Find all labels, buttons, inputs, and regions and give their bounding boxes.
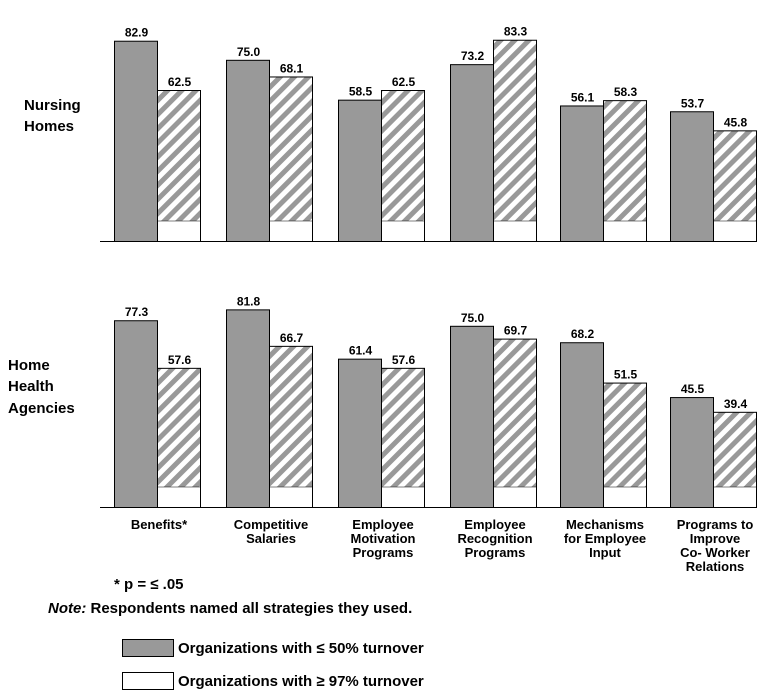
- bar-value-label: 66.7: [280, 331, 304, 345]
- note-prefix: Note:: [48, 600, 87, 617]
- bar-value-label: 57.6: [392, 353, 416, 367]
- bar-chart: Nursing Homes 82.9 75.0 58.5 73.2 56.1 53.7 62.5…: [8, 25, 757, 574]
- bar-high-turnover-0: [157, 367, 201, 509]
- bar-high-turnover-1: [269, 76, 313, 242]
- bar-base-band-2: [382, 221, 424, 241]
- bar-base-band-1: [270, 487, 312, 507]
- bar-value-label: 56.1: [571, 90, 595, 104]
- bar-value-label: 81.8: [237, 294, 261, 308]
- panel-0: Nursing Homes 82.9 75.0 58.5 73.2 56.1 53.7 62.5…: [24, 25, 757, 243]
- bar-value-label: 83.3: [504, 25, 528, 39]
- note-text: Respondents named all strategies they us…: [86, 600, 413, 617]
- bar-value-label: 45.5: [681, 382, 705, 396]
- bar-value-label: 57.6: [168, 353, 192, 367]
- legend-item-high-turnover: Organizations with ≥ 97% turnover: [122, 671, 424, 691]
- bar-value-label: 73.2: [461, 49, 485, 63]
- bar-low-turnover-4: [560, 105, 604, 242]
- bar-high-turnover-3: [493, 39, 537, 242]
- respondents-note: Note: Respondents named all strategies t…: [48, 600, 412, 617]
- bar-base-band-4: [604, 487, 646, 507]
- legend-label: Organizations with ≤ 50% turnover: [178, 639, 424, 657]
- bar-low-turnover-2: [338, 358, 382, 508]
- bar-value-label: 69.7: [504, 324, 528, 338]
- bar-value-label: 45.8: [724, 115, 748, 129]
- bar-base-band-4: [604, 221, 646, 241]
- bar-base-band-3: [494, 221, 536, 241]
- bar-value-label: 53.7: [681, 96, 705, 110]
- legend-swatch-gray: [122, 639, 174, 657]
- bar-value-label: 58.5: [349, 85, 373, 99]
- panel-1: Home Health Agencies 77.3 81.8 61.4 75.0 68.2 45…: [8, 294, 757, 509]
- bar-low-turnover-3: [450, 64, 494, 242]
- category-label-4: Mechanisms for Employee Input: [564, 517, 646, 560]
- bar-low-turnover-4: [560, 342, 604, 508]
- footnote-text: p = ≤ .05: [124, 576, 184, 593]
- bar-low-turnover-1: [226, 309, 270, 508]
- bar-low-turnover-2: [338, 99, 382, 242]
- legend-item-low-turnover: Organizations with ≤ 50% turnover: [122, 638, 424, 658]
- bar-base-band-0: [158, 487, 200, 507]
- bar-high-turnover-0: [157, 90, 201, 242]
- bar-value-label: 62.5: [168, 75, 192, 89]
- bar-low-turnover-5: [670, 397, 714, 508]
- category-label-1: Competitive Salaries: [234, 517, 308, 546]
- bar-low-turnover-5: [670, 111, 714, 242]
- footnote-symbol: *: [114, 576, 120, 593]
- bar-low-turnover-0: [114, 40, 158, 243]
- panel-label: Home Health Agencies: [8, 357, 75, 417]
- bar-high-turnover-4: [603, 100, 647, 242]
- bar-high-turnover-2: [381, 90, 425, 242]
- bar-value-label: 75.0: [461, 311, 485, 325]
- bar-low-turnover-3: [450, 325, 494, 508]
- bar-value-label: 51.5: [614, 368, 638, 382]
- bar-value-label: 39.4: [724, 397, 748, 411]
- bar-base-band-1: [270, 221, 312, 241]
- bar-base-band-2: [382, 487, 424, 507]
- bar-value-label: 82.9: [125, 26, 149, 40]
- bar-value-label: 68.1: [280, 61, 304, 75]
- bar-value-label: 68.2: [571, 327, 595, 341]
- bar-high-turnover-2: [381, 367, 425, 509]
- category-label-5: Programs to Improve Co- Worker Relations: [677, 517, 754, 574]
- bar-low-turnover-1: [226, 59, 270, 242]
- legend-swatch-white: [122, 672, 174, 690]
- bar-value-label: 77.3: [125, 305, 149, 319]
- legend-label: Organizations with ≥ 97% turnover: [178, 672, 424, 690]
- bar-value-label: 62.5: [392, 75, 416, 89]
- bar-base-band-0: [158, 221, 200, 241]
- bar-high-turnover-3: [493, 338, 537, 508]
- significance-footnote: * p = ≤ .05: [114, 576, 184, 593]
- bar-value-label: 75.0: [237, 45, 261, 59]
- bar-high-turnover-1: [269, 345, 313, 509]
- bar-base-band-5: [714, 221, 756, 241]
- bar-base-band-5: [714, 487, 756, 507]
- category-label-3: Employee Recognition Programs: [457, 517, 532, 560]
- category-label-2: Employee Motivation Programs: [351, 517, 416, 560]
- bar-value-label: 58.3: [614, 85, 638, 99]
- bar-base-band-3: [494, 487, 536, 507]
- category-label-0: Benefits*: [131, 517, 188, 532]
- panel-label: Nursing Homes: [24, 97, 81, 135]
- bar-value-label: 61.4: [349, 344, 373, 358]
- bar-low-turnover-0: [114, 320, 158, 508]
